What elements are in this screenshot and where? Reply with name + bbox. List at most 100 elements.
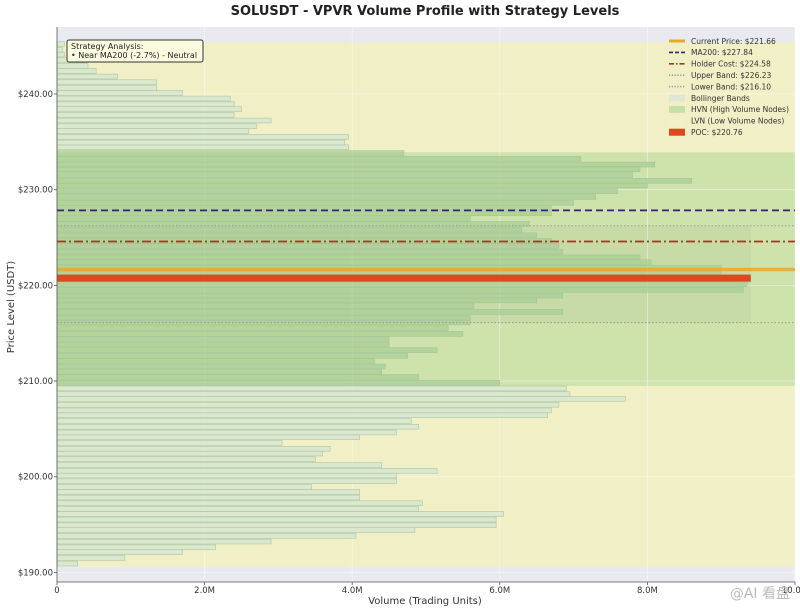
volume-bar	[56, 117, 272, 124]
volume-bar	[56, 353, 408, 359]
legend-label: POC: $220.76	[691, 128, 743, 137]
volume-bar	[56, 144, 349, 150]
volume-bar	[56, 363, 386, 370]
legend-swatch	[669, 128, 685, 136]
volume-bar	[56, 560, 78, 567]
poc-bar	[57, 274, 751, 282]
volume-bar	[56, 374, 419, 380]
legend-swatch	[669, 105, 685, 113]
volume-bar	[56, 396, 626, 402]
volume-bar	[56, 188, 619, 195]
volume-bar	[56, 407, 552, 414]
volume-bar	[56, 182, 648, 189]
volume-bar	[56, 358, 375, 364]
volume-bar	[56, 440, 283, 446]
annotation-line: • Near MA200 (-2.7%) - Neutral	[71, 51, 197, 60]
y-axis-ticks: $190.00 $200.00 $210.00 $220.00 $230.00 $240.…	[18, 27, 58, 582]
volume-bar	[56, 79, 157, 85]
volume-bar	[56, 292, 563, 299]
volume-bar	[56, 128, 250, 134]
volume-bar	[56, 150, 405, 156]
volume-bar	[56, 47, 63, 53]
volume-bar	[56, 484, 312, 490]
volume-bar	[56, 336, 390, 342]
y-tick-label: $230.00	[18, 186, 53, 196]
volume-bar	[56, 232, 537, 239]
volume-bar	[56, 341, 390, 348]
volume-bar	[56, 538, 272, 545]
volume-bar	[56, 369, 382, 375]
volume-bar	[56, 462, 382, 468]
volume-bar	[56, 309, 563, 315]
volume-bar	[56, 533, 357, 539]
volume-bar	[56, 511, 504, 517]
volume-bar	[56, 391, 571, 397]
legend-label: MA200: $227.84	[691, 48, 753, 57]
volume-bar	[56, 456, 316, 462]
legend-label: Upper Band: $226.23	[691, 71, 772, 80]
x-tick-label: 4.0M	[342, 586, 363, 596]
volume-bar	[56, 210, 552, 217]
volume-bar	[56, 446, 331, 452]
y-tick-label: $190.00	[18, 568, 53, 578]
strategy-annotation: Strategy Analysis: • Near MA200 (-2.7%) …	[66, 39, 204, 63]
volume-bar	[56, 297, 537, 304]
volume-bar	[56, 161, 656, 168]
volume-bar	[56, 380, 501, 386]
volume-bar	[56, 489, 360, 495]
legend-swatch	[669, 117, 685, 125]
legend-label: Holder Cost: $224.58	[691, 60, 771, 69]
volume-bar	[56, 172, 633, 178]
volume-bar	[56, 314, 471, 321]
legend-label: Current Price: $221.66	[691, 37, 776, 46]
volume-bar	[56, 506, 419, 512]
volume-bar	[56, 243, 560, 249]
volume-bar	[56, 248, 563, 255]
volume-bar	[56, 412, 549, 418]
volume-bar	[56, 522, 497, 528]
volume-bar	[56, 516, 497, 523]
volume-bar	[56, 429, 397, 436]
legend: Current Price: $221.66 MA200: $227.84 Hold…	[669, 37, 789, 137]
y-tick-label: $220.00	[18, 281, 53, 291]
annotation-title: Strategy Analysis:	[71, 42, 143, 51]
volume-bar	[56, 347, 438, 353]
volume-bar	[56, 555, 126, 561]
volume-bar	[56, 450, 323, 457]
legend-swatch	[669, 94, 685, 102]
volume-bar	[56, 134, 349, 140]
volume-bar	[56, 63, 89, 69]
volume-bar	[56, 112, 235, 118]
volume-bar	[56, 216, 471, 222]
x-tick-label: 2.0M	[194, 586, 215, 596]
volume-bar	[56, 51, 65, 58]
volume-bar	[56, 254, 641, 261]
volume-bar	[56, 101, 235, 107]
chart-title: SOLUSDT - VPVR Volume Profile with Strat…	[231, 4, 620, 19]
volume-bar	[56, 472, 397, 479]
legend-label: HVN (High Volume Nodes)	[691, 105, 789, 114]
volume-bar	[56, 418, 412, 424]
legend-label: LVN (Low Volume Nodes)	[691, 117, 784, 126]
legend-label: Lower Band: $216.10	[691, 82, 771, 91]
x-tick-label: 8.0M	[637, 586, 658, 596]
volume-bar	[56, 287, 744, 293]
volume-bar	[56, 194, 596, 200]
volume-bar	[56, 303, 475, 309]
volume-bar	[56, 68, 97, 74]
volume-bar	[56, 468, 438, 474]
volume-bar	[56, 424, 419, 430]
strategy-levels	[57, 209, 795, 324]
volume-bar	[56, 549, 183, 555]
y-tick-label: $200.00	[18, 473, 53, 483]
x-axis-ticks: 0 2.0M 4.0M 6.0M 8.0M 10.0M	[54, 581, 800, 596]
volume-bar	[56, 200, 574, 206]
volume-bar	[56, 402, 560, 408]
y-tick-label: $210.00	[18, 377, 53, 387]
volume-bar	[56, 73, 118, 80]
volume-bar	[56, 178, 692, 184]
x-tick-label: 10.0M	[782, 586, 800, 596]
volume-bar	[56, 331, 464, 337]
x-axis-label: Volume (Trading Units)	[368, 596, 482, 607]
